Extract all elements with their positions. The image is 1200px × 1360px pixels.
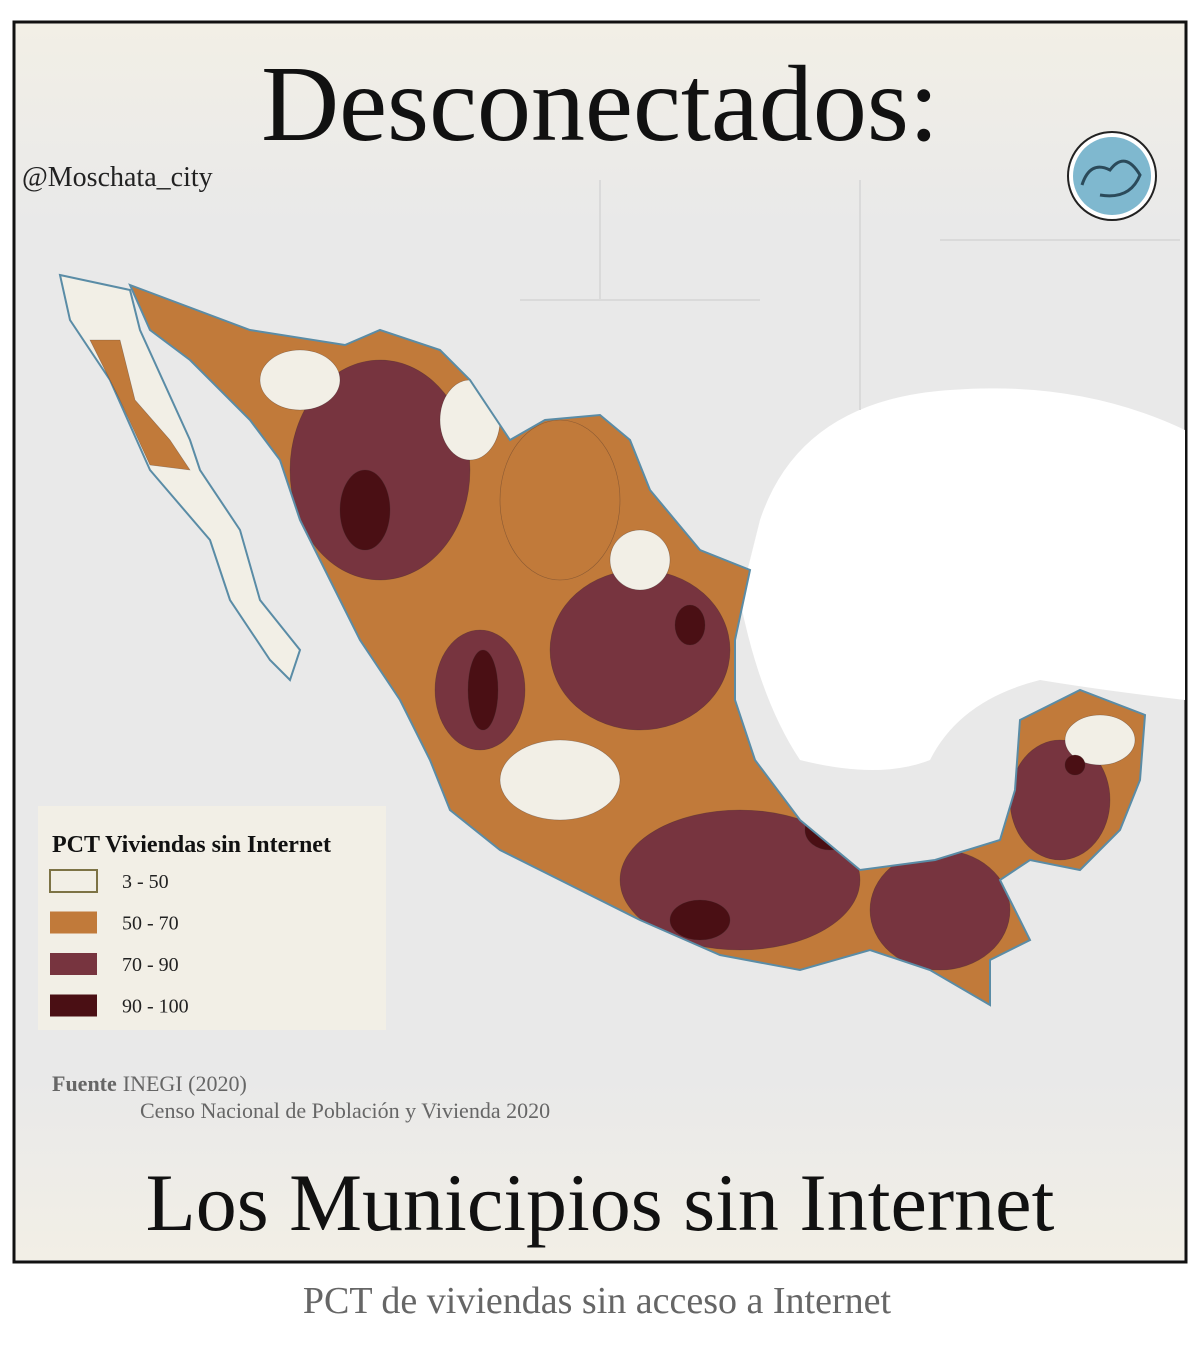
region: [499, 419, 621, 581]
legend-label: 3 - 50: [122, 871, 169, 893]
legend-title: PCT Viviendas sin Internet: [52, 832, 331, 858]
region: [609, 529, 671, 591]
region: [549, 569, 731, 731]
legend-swatch: [49, 869, 98, 893]
source-name: INEGI (2020): [123, 1071, 247, 1096]
legend-swatch: [50, 994, 97, 1017]
source-detail: Censo Nacional de Población y Vivienda 2…: [140, 1098, 550, 1123]
region: [259, 349, 341, 411]
coastline: [128, 283, 1147, 1007]
gulf: [740, 388, 1185, 770]
legend-items: 3 - 50 50 - 70 70 - 90 90 - 100: [49, 869, 189, 1018]
legend-label: 90 - 100: [122, 996, 189, 1018]
region: [339, 469, 391, 551]
region: [467, 649, 499, 731]
title: Desconectados:: [261, 45, 939, 164]
logo: [1073, 137, 1151, 215]
region: [669, 899, 731, 941]
bottom-band: [15, 1080, 1185, 1260]
region: [869, 849, 1011, 971]
region: [89, 339, 191, 471]
logo-mark: [1080, 159, 1142, 198]
caption: PCT de viviendas sin acceso a Internet: [303, 1280, 892, 1322]
footer-title: Los Municipios sin Internet: [146, 1157, 1055, 1248]
source-label: Fuente: [52, 1071, 117, 1096]
legend-label: 70 - 90: [122, 954, 179, 976]
region: [674, 604, 706, 646]
region: [1064, 754, 1086, 776]
region: [289, 359, 471, 581]
municipios: [259, 349, 1136, 971]
region: [1064, 714, 1136, 766]
borders: [520, 180, 1180, 410]
legend-swatch: [50, 911, 97, 934]
region: [499, 739, 621, 821]
legend-swatch: [50, 953, 97, 975]
source: Fuente INEGI (2020): [52, 1071, 247, 1096]
legend-label: 50 - 70: [122, 913, 179, 935]
handle: @Moschata_city: [22, 162, 213, 193]
